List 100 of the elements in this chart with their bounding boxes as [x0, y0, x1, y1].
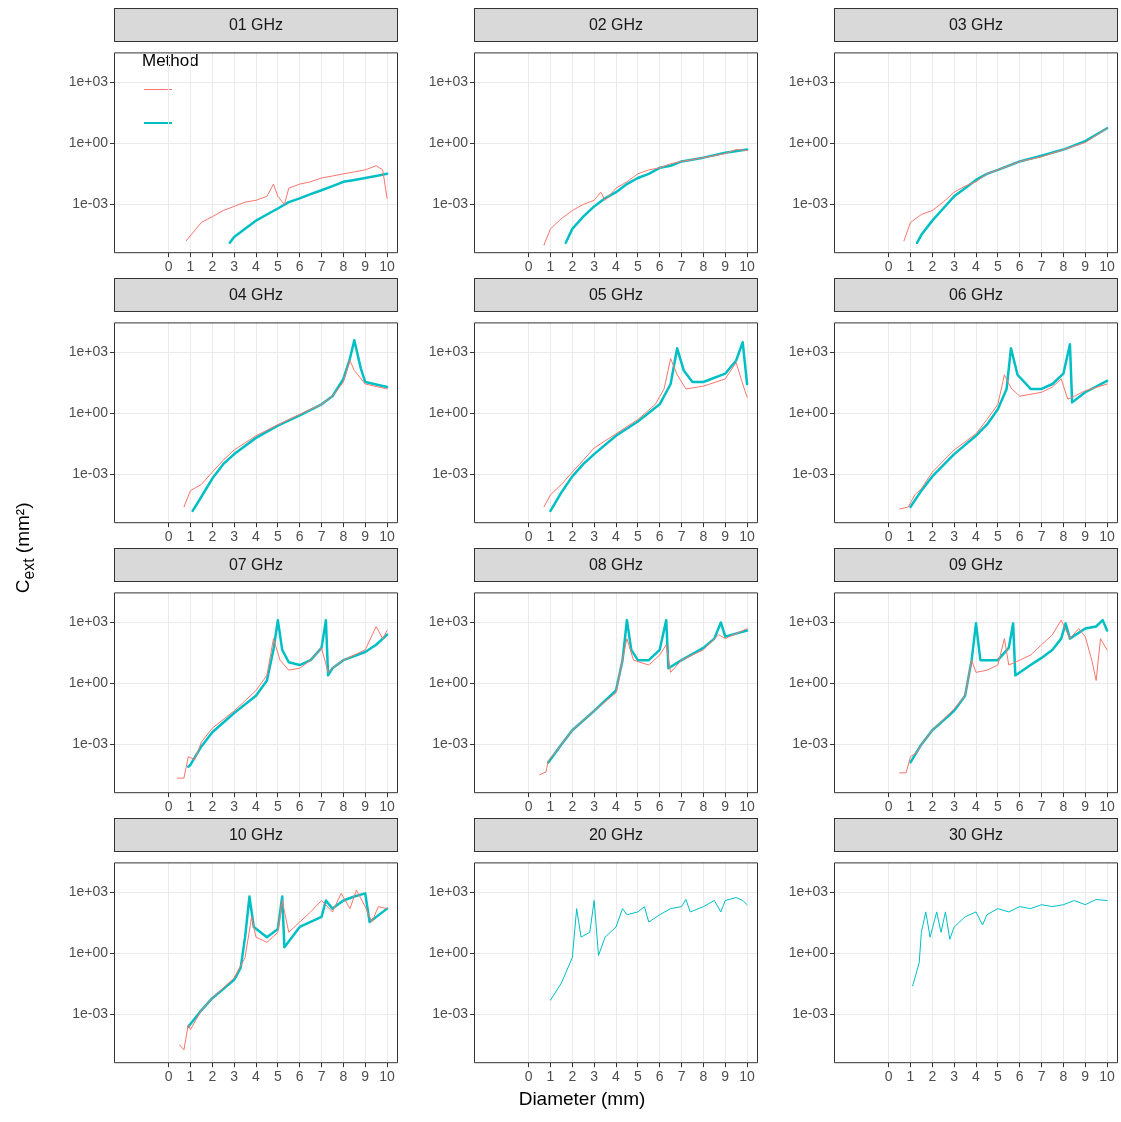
- x-tick-label: 5: [633, 258, 642, 275]
- x-tick-label: 10: [739, 528, 756, 545]
- x-tick-label: 6: [295, 528, 304, 545]
- x-tick-label: 5: [273, 1068, 282, 1085]
- x-tick-label: 10: [379, 258, 396, 275]
- y-tick-label: 1e-03: [792, 195, 829, 212]
- x-tick-label: 8: [1059, 798, 1068, 815]
- x-tick-label: 5: [273, 528, 282, 545]
- x-tick-label: 6: [1015, 798, 1024, 815]
- x-tick-label: 2: [568, 798, 577, 815]
- x-tick-label: 3: [590, 798, 599, 815]
- x-tick-label: 2: [568, 1068, 577, 1085]
- x-tick-label: 8: [339, 528, 348, 545]
- x-tick-label: 9: [1081, 798, 1090, 815]
- x-tick-label: 7: [1037, 528, 1046, 545]
- x-tick-label: 9: [1081, 528, 1090, 545]
- x-tick-label: 3: [590, 1068, 599, 1085]
- x-tick-label: 2: [568, 528, 577, 545]
- y-tick-label: 1e+03: [788, 343, 829, 360]
- x-tick-label: 9: [361, 258, 370, 275]
- x-tick-label: 0: [524, 528, 533, 545]
- chart-title: 03 GHz: [834, 8, 1118, 42]
- x-tick-label: 2: [208, 258, 217, 275]
- chart-title: 01 GHz: [114, 8, 398, 42]
- x-tick-label: 2: [928, 798, 937, 815]
- x-tick-label: 8: [699, 1068, 708, 1085]
- x-tick-label: 4: [972, 798, 981, 815]
- y-tick-label: 1e+03: [68, 343, 109, 360]
- x-tick-label: 4: [612, 798, 621, 815]
- y-tick-label: 1e+00: [428, 404, 469, 421]
- x-tick-label: 7: [677, 258, 686, 275]
- y-tick-label: 1e+03: [428, 613, 469, 630]
- x-tick-label: 3: [230, 258, 239, 275]
- x-tick-label: 0: [164, 258, 173, 275]
- x-tick-label: 1: [186, 1068, 195, 1085]
- x-tick-label: 4: [252, 528, 261, 545]
- chart-title: 07 GHz: [114, 548, 398, 582]
- y-tick-label: 1e-03: [72, 1005, 109, 1022]
- chart-title: 05 GHz: [474, 278, 758, 312]
- x-tick-label: 1: [906, 528, 915, 545]
- x-tick-label: 9: [721, 258, 730, 275]
- chart-title: 09 GHz: [834, 548, 1118, 582]
- x-tick-label: 8: [1059, 1068, 1068, 1085]
- y-tick-label: 1e-03: [72, 195, 109, 212]
- x-tick-label: 1: [186, 258, 195, 275]
- x-axis-title: Diameter (mm): [517, 1088, 647, 1110]
- x-tick-label: 9: [721, 798, 730, 815]
- x-tick-label: 3: [950, 798, 959, 815]
- y-tick-label: 1e-03: [432, 195, 469, 212]
- chart-title: 04 GHz: [114, 278, 398, 312]
- x-tick-label: 2: [208, 1068, 217, 1085]
- y-tick-label: 1e+03: [428, 883, 469, 900]
- y-tick-label: 1e+00: [788, 944, 829, 961]
- x-tick-label: 0: [524, 798, 533, 815]
- y-tick-label: 1e+03: [428, 343, 469, 360]
- x-tick-label: 9: [721, 528, 730, 545]
- x-tick-label: 9: [721, 1068, 730, 1085]
- x-tick-label: 10: [1099, 1068, 1116, 1085]
- y-tick-label: 1e-03: [792, 465, 829, 482]
- x-tick-label: 3: [950, 1068, 959, 1085]
- x-tick-label: 2: [208, 798, 217, 815]
- y-tick-label: 1e+03: [68, 883, 109, 900]
- x-tick-label: 4: [252, 798, 261, 815]
- x-tick-label: 3: [230, 528, 239, 545]
- x-tick-label: 6: [655, 1068, 664, 1085]
- x-tick-label: 5: [993, 528, 1002, 545]
- x-tick-label: 9: [361, 1068, 370, 1085]
- x-tick-label: 7: [1037, 258, 1046, 275]
- x-tick-label: 10: [739, 1068, 756, 1085]
- y-tick-label: 1e+03: [68, 613, 109, 630]
- x-tick-label: 3: [950, 528, 959, 545]
- x-tick-label: 6: [1015, 258, 1024, 275]
- x-tick-label: 1: [906, 258, 915, 275]
- x-tick-label: 2: [208, 528, 217, 545]
- y-tick-label: 1e+00: [428, 674, 469, 691]
- legend-title: Method: [142, 50, 199, 72]
- x-tick-label: 4: [252, 1068, 261, 1085]
- x-tick-label: 3: [590, 528, 599, 545]
- y-tick-label: 1e+00: [68, 674, 109, 691]
- x-tick-label: 8: [1059, 528, 1068, 545]
- x-tick-label: 4: [612, 258, 621, 275]
- x-tick-label: 9: [361, 528, 370, 545]
- x-tick-label: 1: [546, 258, 555, 275]
- y-tick-label: 1e+00: [68, 944, 109, 961]
- x-tick-label: 3: [950, 258, 959, 275]
- x-tick-label: 8: [339, 798, 348, 815]
- x-tick-label: 0: [164, 528, 173, 545]
- x-tick-label: 4: [972, 528, 981, 545]
- x-tick-label: 10: [1099, 528, 1116, 545]
- x-tick-label: 6: [1015, 528, 1024, 545]
- x-tick-label: 2: [928, 528, 937, 545]
- y-tick-label: 1e+03: [788, 613, 829, 630]
- x-tick-label: 0: [884, 528, 893, 545]
- y-tick-label: 1e+03: [788, 73, 829, 90]
- y-tick-label: 1e-03: [72, 735, 109, 752]
- x-tick-label: 3: [230, 1068, 239, 1085]
- x-tick-label: 1: [546, 798, 555, 815]
- x-tick-label: 1: [186, 798, 195, 815]
- x-tick-label: 10: [379, 1068, 396, 1085]
- x-tick-label: 2: [928, 1068, 937, 1085]
